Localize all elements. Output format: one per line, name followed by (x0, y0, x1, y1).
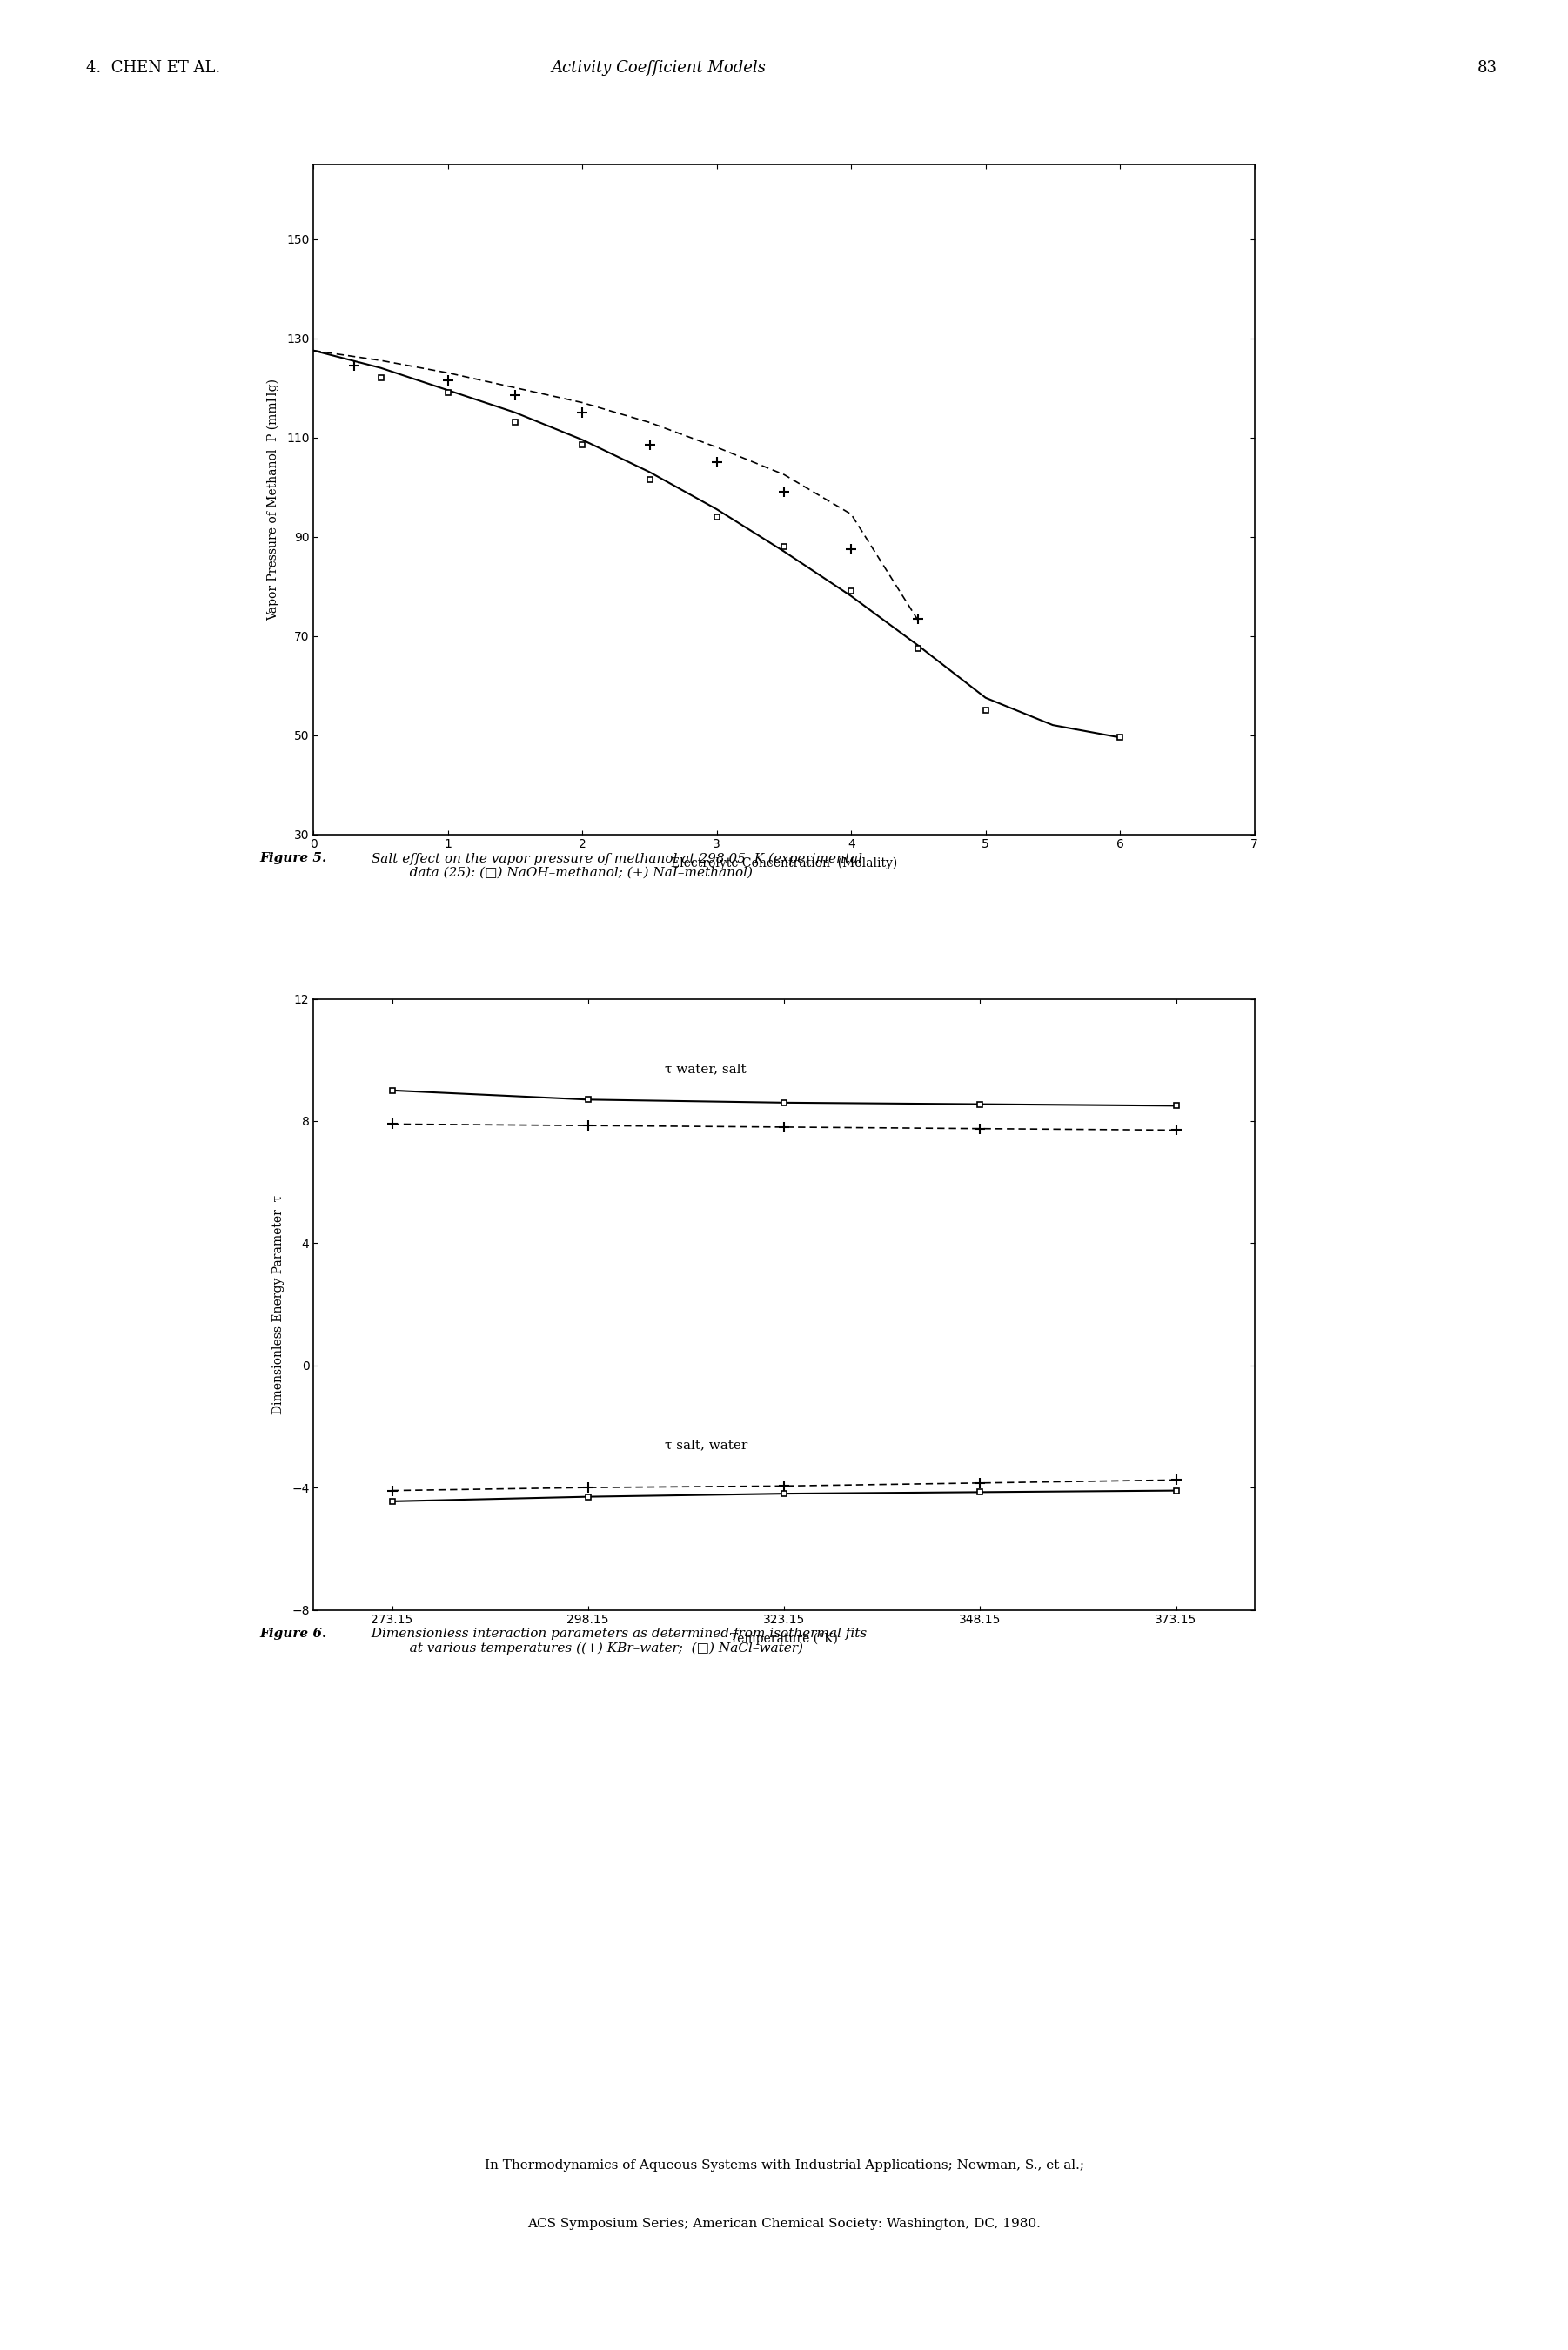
Y-axis label: Vapor Pressure of Methanol  P (mmHg): Vapor Pressure of Methanol P (mmHg) (267, 378, 279, 620)
Text: Figure 5.: Figure 5. (260, 853, 326, 865)
Text: 4.  CHEN ET AL.: 4. CHEN ET AL. (86, 61, 221, 75)
Text: τ water, salt: τ water, salt (665, 1062, 746, 1076)
X-axis label: Temperature (°K): Temperature (°K) (731, 1633, 837, 1645)
Text: Salt effect on the vapor pressure of methanol at 298.05  K (experimental
       : Salt effect on the vapor pressure of met… (364, 853, 862, 879)
Text: Figure 6.: Figure 6. (260, 1629, 326, 1640)
Text: ACS Symposium Series; American Chemical Society: Washington, DC, 1980.: ACS Symposium Series; American Chemical … (527, 2218, 1041, 2230)
Text: In Thermodynamics of Aqueous Systems with Industrial Applications; Newman, S., e: In Thermodynamics of Aqueous Systems wit… (485, 2160, 1083, 2171)
Y-axis label: Dimensionless Energy Parameter  τ: Dimensionless Energy Parameter τ (273, 1194, 284, 1415)
Text: Dimensionless interaction parameters as determined from isothermal fits
        : Dimensionless interaction parameters as … (364, 1629, 867, 1654)
Text: Activity Coefficient Models: Activity Coefficient Models (550, 61, 767, 75)
Text: τ salt, water: τ salt, water (665, 1438, 748, 1450)
X-axis label: Electrolyte Concentration  (Molality): Electrolyte Concentration (Molality) (671, 858, 897, 870)
Text: 83: 83 (1477, 61, 1497, 75)
